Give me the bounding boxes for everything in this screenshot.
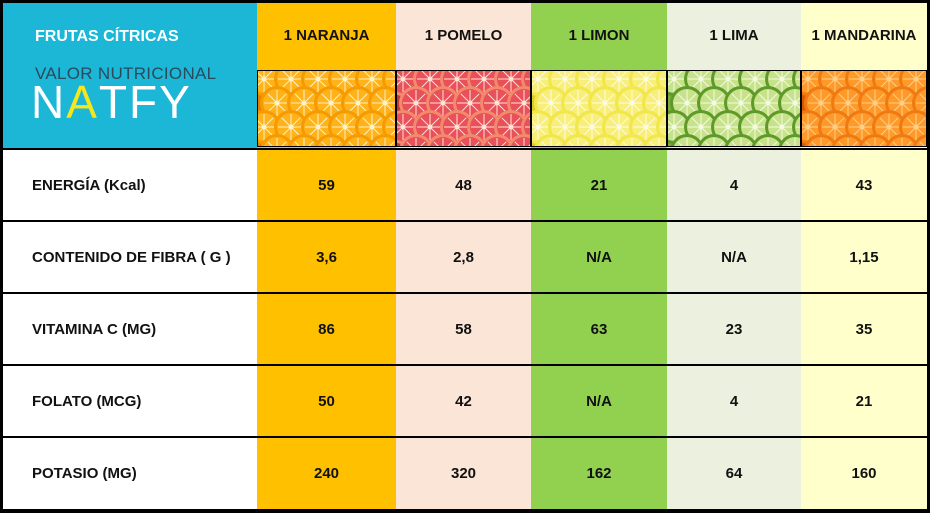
row-label: CONTENIDO DE FIBRA ( G ) <box>3 221 257 293</box>
table-cell: 240 <box>257 437 396 509</box>
row-divider <box>3 220 927 222</box>
brand-letter: F <box>129 76 160 128</box>
table-cell: 4 <box>667 365 801 437</box>
table-cell: 59 <box>257 149 396 221</box>
brand-logo: NATFY <box>31 74 192 130</box>
table-cell: N/A <box>531 365 667 437</box>
table-cell: 320 <box>396 437 531 509</box>
orange-slices-image <box>257 70 396 147</box>
brand-header: FRUTAS CÍTRICAS VALOR NUTRICIONAL NATFY <box>3 3 257 149</box>
row-label: POTASIO (MG) <box>3 437 257 509</box>
row-label: VITAMINA C (MG) <box>3 293 257 365</box>
table-title: FRUTAS CÍTRICAS <box>35 28 179 45</box>
table-cell: 162 <box>531 437 667 509</box>
column-header-label: 1 NARANJA <box>283 27 370 44</box>
table-cell: 2,8 <box>396 221 531 293</box>
table-cell: 58 <box>396 293 531 365</box>
lemon-slices-image <box>531 70 667 147</box>
column-header-label: 1 LIMA <box>709 27 759 44</box>
mandarin-segments-image <box>801 70 927 147</box>
brand-letter: A <box>66 76 99 128</box>
table-cell: 43 <box>801 149 927 221</box>
lime-slices-image <box>667 70 801 147</box>
row-divider <box>3 292 927 294</box>
brand-letter: Y <box>159 76 192 128</box>
table-cell: N/A <box>531 221 667 293</box>
column-header-label: 1 MANDARINA <box>811 27 917 44</box>
table-cell: 64 <box>667 437 801 509</box>
brand-letter: N <box>31 76 67 128</box>
row-label: ENERGÍA (Kcal) <box>3 149 257 221</box>
table-cell: 160 <box>801 437 927 509</box>
table-cell: 1,15 <box>801 221 927 293</box>
table-cell: 63 <box>531 293 667 365</box>
row-divider <box>3 436 927 438</box>
table-cell: 23 <box>667 293 801 365</box>
table-cell: 50 <box>257 365 396 437</box>
table-cell: 3,6 <box>257 221 396 293</box>
brand-letter: T <box>98 76 130 128</box>
row-divider <box>3 364 927 366</box>
nutrition-table: FRUTAS CÍTRICAS VALOR NUTRICIONAL NATFY … <box>3 3 927 510</box>
column-header-label: 1 POMELO <box>424 27 503 44</box>
table-cell: 21 <box>801 365 927 437</box>
row-label: FOLATO (MCG) <box>3 365 257 437</box>
table-cell: 21 <box>531 149 667 221</box>
table-cell: 48 <box>396 149 531 221</box>
table-cell: 4 <box>667 149 801 221</box>
table-subtitle: VALOR NUTRICIONAL <box>35 64 217 83</box>
table-cell: 42 <box>396 365 531 437</box>
table-cell: N/A <box>667 221 801 293</box>
table-cell: 35 <box>801 293 927 365</box>
row-divider <box>3 148 927 150</box>
column-header-label: 1 LIMON <box>568 27 630 44</box>
table-cell: 86 <box>257 293 396 365</box>
grapefruit-slices-image <box>396 70 531 147</box>
